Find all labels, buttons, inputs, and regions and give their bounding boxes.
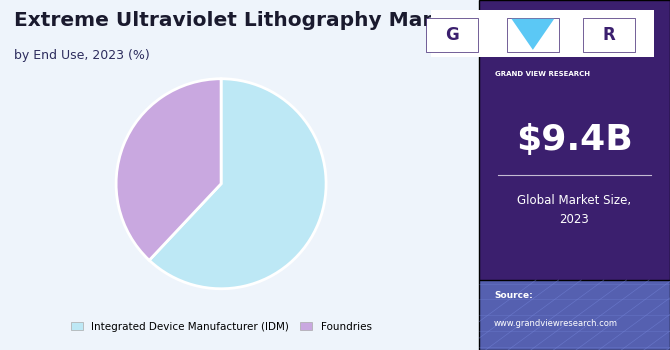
Legend: Integrated Device Manufacturer (IDM), Foundries: Integrated Device Manufacturer (IDM), Fo…	[66, 318, 376, 336]
Polygon shape	[511, 19, 554, 50]
FancyBboxPatch shape	[426, 18, 478, 51]
Text: Global Market Size,
2023: Global Market Size, 2023	[517, 194, 631, 226]
FancyBboxPatch shape	[507, 18, 559, 51]
Text: by End Use, 2023 (%): by End Use, 2023 (%)	[14, 49, 150, 62]
FancyBboxPatch shape	[478, 0, 670, 350]
FancyBboxPatch shape	[431, 9, 654, 57]
Text: V: V	[527, 26, 539, 44]
Wedge shape	[116, 79, 221, 260]
Text: $9.4B: $9.4B	[516, 123, 632, 157]
Text: G: G	[445, 26, 459, 44]
Text: www.grandviewresearch.com: www.grandviewresearch.com	[494, 319, 618, 328]
Text: Source:: Source:	[494, 291, 533, 300]
Text: Extreme Ultraviolet Lithography Market Share: Extreme Ultraviolet Lithography Market S…	[14, 10, 542, 29]
FancyBboxPatch shape	[478, 280, 670, 350]
FancyBboxPatch shape	[583, 18, 635, 51]
Text: R: R	[602, 26, 615, 44]
Wedge shape	[149, 79, 326, 289]
Text: GRAND VIEW RESEARCH: GRAND VIEW RESEARCH	[495, 71, 590, 77]
